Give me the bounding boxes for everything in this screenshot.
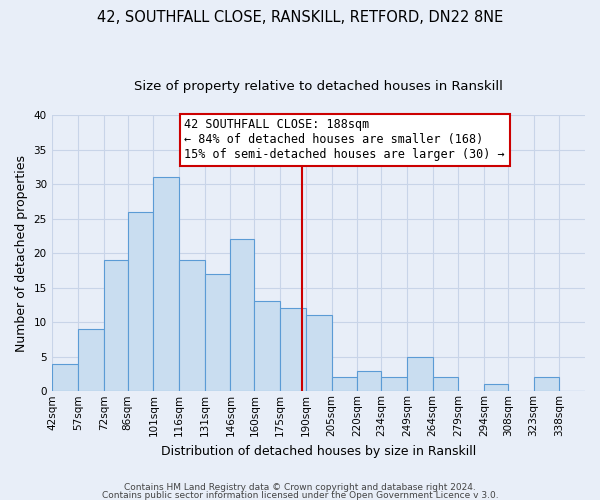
Text: 42 SOUTHFALL CLOSE: 188sqm
← 84% of detached houses are smaller (168)
15% of sem: 42 SOUTHFALL CLOSE: 188sqm ← 84% of deta… [184,118,505,162]
Bar [533,378,559,392]
Bar [179,260,205,392]
Bar [52,364,78,392]
Bar [254,302,280,392]
Bar [128,212,154,392]
Bar [306,316,332,392]
Title: Size of property relative to detached houses in Ranskill: Size of property relative to detached ho… [134,80,503,93]
Bar [104,260,128,392]
Bar [433,378,458,392]
Bar [332,378,357,392]
Bar [357,370,381,392]
Text: 42, SOUTHFALL CLOSE, RANSKILL, RETFORD, DN22 8NE: 42, SOUTHFALL CLOSE, RANSKILL, RETFORD, … [97,10,503,25]
X-axis label: Distribution of detached houses by size in Ranskill: Distribution of detached houses by size … [161,444,476,458]
Bar [280,308,306,392]
Bar [381,378,407,392]
Bar [78,329,104,392]
Bar [484,384,508,392]
Text: Contains public sector information licensed under the Open Government Licence v : Contains public sector information licen… [101,490,499,500]
Bar [154,177,179,392]
Y-axis label: Number of detached properties: Number of detached properties [15,154,28,352]
Text: Contains HM Land Registry data © Crown copyright and database right 2024.: Contains HM Land Registry data © Crown c… [124,484,476,492]
Bar [205,274,230,392]
Bar [230,240,254,392]
Bar [407,356,433,392]
